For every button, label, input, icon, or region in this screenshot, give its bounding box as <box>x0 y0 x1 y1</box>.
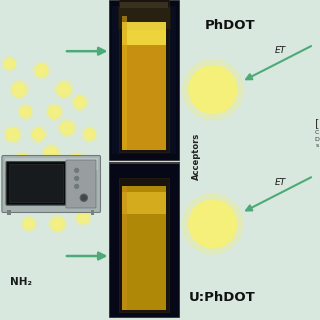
Circle shape <box>75 168 79 172</box>
Circle shape <box>75 209 92 226</box>
FancyBboxPatch shape <box>122 16 166 150</box>
Text: Acceptors: Acceptors <box>192 133 201 180</box>
Circle shape <box>67 195 80 208</box>
Circle shape <box>32 128 44 140</box>
Circle shape <box>26 176 38 189</box>
FancyBboxPatch shape <box>5 158 98 170</box>
FancyBboxPatch shape <box>122 186 127 310</box>
Circle shape <box>4 59 15 69</box>
Circle shape <box>16 154 29 166</box>
Text: PhDOT: PhDOT <box>205 19 255 32</box>
Circle shape <box>9 80 29 100</box>
Circle shape <box>54 80 74 100</box>
Circle shape <box>75 184 79 188</box>
FancyBboxPatch shape <box>2 156 100 212</box>
Circle shape <box>13 151 31 169</box>
FancyBboxPatch shape <box>122 16 127 150</box>
Circle shape <box>23 218 35 230</box>
Text: U:PhDOT: U:PhDOT <box>189 291 256 304</box>
FancyBboxPatch shape <box>118 6 170 29</box>
Circle shape <box>71 94 89 111</box>
Circle shape <box>48 106 61 118</box>
Circle shape <box>183 194 243 254</box>
FancyBboxPatch shape <box>7 210 11 215</box>
Circle shape <box>57 176 71 189</box>
FancyBboxPatch shape <box>120 2 168 8</box>
FancyBboxPatch shape <box>109 163 179 317</box>
Circle shape <box>10 196 22 208</box>
Text: D: D <box>315 137 319 142</box>
Circle shape <box>35 188 55 208</box>
Text: C: C <box>315 130 319 135</box>
Circle shape <box>68 151 85 169</box>
Circle shape <box>30 126 47 143</box>
Circle shape <box>71 154 83 166</box>
Text: NH₂: NH₂ <box>10 276 32 287</box>
Circle shape <box>48 215 67 233</box>
Circle shape <box>57 83 71 97</box>
FancyBboxPatch shape <box>179 0 320 320</box>
Circle shape <box>45 103 63 121</box>
Circle shape <box>74 96 86 108</box>
Circle shape <box>20 106 31 118</box>
Circle shape <box>60 121 74 135</box>
Circle shape <box>65 193 83 211</box>
Circle shape <box>183 60 243 120</box>
Text: ET: ET <box>274 178 286 187</box>
Circle shape <box>18 104 34 120</box>
FancyBboxPatch shape <box>91 210 94 215</box>
Circle shape <box>82 168 98 184</box>
FancyBboxPatch shape <box>122 186 166 310</box>
FancyBboxPatch shape <box>66 160 96 208</box>
Circle shape <box>33 61 51 79</box>
FancyBboxPatch shape <box>112 6 176 154</box>
Circle shape <box>4 125 22 144</box>
Circle shape <box>82 196 86 200</box>
Circle shape <box>77 212 89 224</box>
Circle shape <box>35 64 48 77</box>
Circle shape <box>12 83 26 97</box>
Circle shape <box>21 216 37 232</box>
Circle shape <box>80 194 87 201</box>
Circle shape <box>38 191 52 205</box>
FancyBboxPatch shape <box>109 0 179 160</box>
Circle shape <box>51 217 64 231</box>
Circle shape <box>55 173 73 192</box>
Circle shape <box>84 129 95 140</box>
Circle shape <box>6 128 20 141</box>
FancyBboxPatch shape <box>9 165 63 202</box>
Circle shape <box>189 200 237 248</box>
Circle shape <box>41 144 61 164</box>
Circle shape <box>7 193 25 210</box>
FancyBboxPatch shape <box>122 22 166 45</box>
FancyBboxPatch shape <box>119 178 169 312</box>
FancyBboxPatch shape <box>6 162 66 205</box>
Text: ET: ET <box>274 46 286 55</box>
Circle shape <box>23 173 41 191</box>
Circle shape <box>84 170 95 182</box>
Circle shape <box>58 119 76 137</box>
Circle shape <box>82 126 98 142</box>
Circle shape <box>75 177 79 180</box>
Circle shape <box>44 147 58 161</box>
FancyBboxPatch shape <box>122 192 166 214</box>
Circle shape <box>2 56 17 72</box>
Text: s: s <box>316 143 319 148</box>
Text: [: [ <box>315 118 319 128</box>
FancyBboxPatch shape <box>119 0 169 152</box>
Circle shape <box>189 66 237 114</box>
FancyBboxPatch shape <box>9 164 63 202</box>
